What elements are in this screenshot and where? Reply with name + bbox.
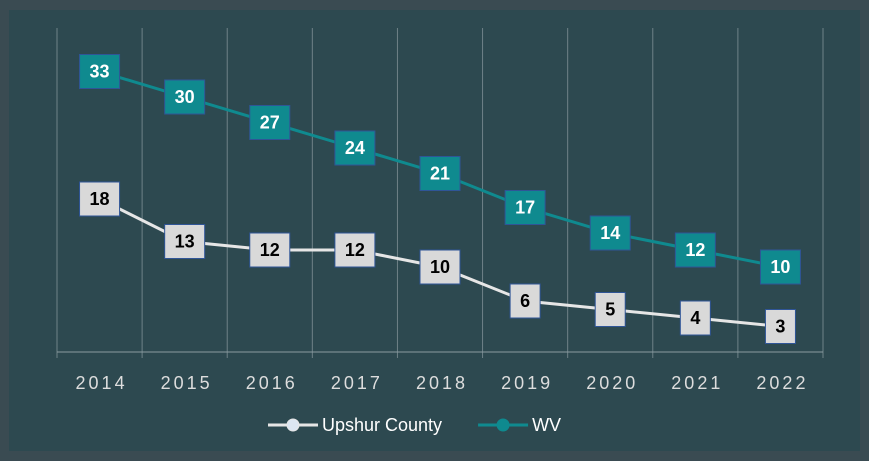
- x-tick-label: 2016: [246, 373, 298, 393]
- data-label: 5: [605, 299, 615, 319]
- data-label: 24: [345, 138, 365, 158]
- data-label-box: [679, 300, 711, 336]
- x-tick-label: 2020: [586, 373, 638, 393]
- data-label-box: [334, 130, 376, 166]
- data-label: 33: [90, 61, 110, 81]
- data-label-box: [79, 181, 121, 217]
- data-label: 12: [345, 240, 365, 260]
- x-tick-label: 2015: [161, 373, 213, 393]
- x-tick-label: 2018: [416, 373, 468, 393]
- x-tick-label: 2017: [331, 373, 383, 393]
- data-label: 3: [775, 316, 785, 336]
- legend-label: Upshur County: [322, 415, 442, 435]
- data-label-box: [249, 105, 291, 140]
- data-label-box: [419, 156, 461, 191]
- legend-label: WV: [532, 415, 561, 435]
- data-label-box: [164, 79, 206, 115]
- data-label: 13: [175, 231, 195, 251]
- data-label: 18: [90, 189, 110, 209]
- x-tick-label: 2021: [671, 373, 723, 393]
- data-label: 30: [175, 87, 195, 107]
- data-label: 6: [520, 291, 530, 311]
- data-label-box: [79, 54, 121, 89]
- x-tick-label: 2022: [756, 373, 808, 393]
- x-tick-label: 2014: [76, 373, 128, 393]
- data-label: 10: [770, 257, 790, 277]
- data-label: 17: [515, 197, 535, 217]
- x-tick-label: 2019: [501, 373, 553, 393]
- data-label-box: [589, 215, 631, 251]
- data-label-box: [504, 190, 546, 225]
- data-label: 12: [260, 240, 280, 260]
- data-label-box: [759, 249, 801, 285]
- legend-marker: [496, 418, 510, 432]
- data-label-box: [419, 249, 461, 285]
- legend-marker: [286, 418, 300, 432]
- data-label: 21: [430, 163, 450, 183]
- data-label-box: [334, 232, 376, 268]
- data-label-box: [164, 224, 206, 259]
- data-label: 12: [685, 240, 705, 260]
- plot-panel: [9, 10, 860, 451]
- data-label-box: [594, 292, 626, 327]
- data-label-box: [509, 283, 541, 319]
- data-label: 4: [690, 308, 700, 328]
- data-label-box: [674, 232, 716, 268]
- data-label: 14: [600, 223, 620, 243]
- data-label-box: [249, 232, 291, 268]
- data-label: 27: [260, 112, 280, 132]
- data-label-box: [764, 309, 796, 344]
- data-label: 10: [430, 257, 450, 277]
